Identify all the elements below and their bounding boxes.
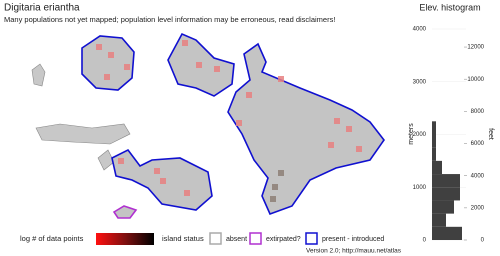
y2-tick-label: 4000 [471,173,485,179]
legend-label: present - introduced [322,236,384,243]
y-tick-label: 4000 [413,27,427,33]
legend-label: island status [162,234,204,243]
island [227,42,385,216]
record-cell [182,40,188,46]
record-cell [270,196,276,202]
record-cell [328,142,334,148]
record-cell [154,168,160,174]
island [31,63,46,87]
island [81,35,135,91]
hist-bar [432,226,462,240]
y-tick-label: 1000 [413,185,427,191]
hist-bar [432,121,436,135]
legend-swatch [305,232,318,245]
map [31,32,385,219]
y2-tick-label: 8000 [471,109,485,115]
island [112,205,138,219]
record-cell [278,76,284,82]
record-cell [124,64,130,70]
record-cell [118,158,124,164]
record-cell [96,44,102,50]
legend-swatch [209,232,222,245]
island [97,149,115,171]
hist-bar [432,213,446,227]
y2-tick-label: 10000 [467,77,484,83]
record-cell [160,178,166,184]
record-cell [346,126,352,132]
y2-tick-label: 0 [481,238,485,244]
hist-bar [432,200,454,214]
record-cell [246,92,252,98]
record-cell [356,146,362,152]
legend-label: log # of data points [20,234,84,243]
record-cell [184,190,190,196]
y-axis-label: meters [408,123,415,145]
legend-label: extirpated? [266,236,301,243]
record-cell [278,170,284,176]
record-cell [272,184,278,190]
y2-tick-label: 6000 [471,141,485,147]
legend-label: absent [226,236,247,243]
legend-swatch [249,232,262,245]
y2-axis-label: feet [487,128,494,140]
hist-bar [432,187,460,201]
hist-title: Elev. histogram [419,2,480,12]
y-tick-label: 0 [423,238,427,244]
y2-tick-label: 12000 [467,45,484,51]
record-cell [104,74,110,80]
y-tick-label: 3000 [413,79,427,85]
hist-bar [432,134,436,148]
title: Digitaria eriantha [4,3,80,14]
record-cell [236,120,242,126]
hist-bar [432,160,442,175]
subtitle: Many populations not yet mapped; populat… [4,15,335,24]
y-tick-label: 2000 [413,132,427,138]
island [35,123,131,145]
hist-bar [432,174,460,188]
color-scale [96,233,154,245]
record-cell [214,66,220,72]
record-cell [196,62,202,68]
y2-tick-label: 2000 [471,205,485,211]
hist-bar [432,147,436,161]
record-cell [108,52,114,58]
record-cell [334,118,340,124]
footer: Version 2.0; http://mauu.net/atlas [306,248,402,255]
